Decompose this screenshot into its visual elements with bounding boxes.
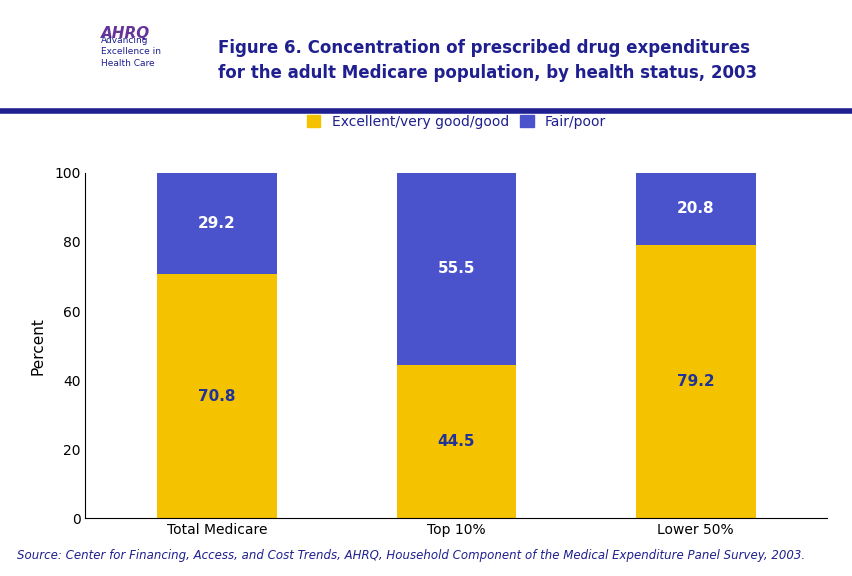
Bar <box>635 173 755 245</box>
Bar <box>157 274 277 518</box>
Text: 44.5: 44.5 <box>437 434 475 449</box>
Text: AHRQ: AHRQ <box>101 26 150 41</box>
Text: 79.2: 79.2 <box>676 374 714 389</box>
Bar <box>396 365 515 518</box>
Bar <box>396 173 515 365</box>
Text: 70.8: 70.8 <box>198 389 235 404</box>
Text: 29.2: 29.2 <box>198 216 235 231</box>
Bar <box>635 245 755 518</box>
Y-axis label: Percent: Percent <box>31 317 46 374</box>
Text: Advancing
Excellence in
Health Care: Advancing Excellence in Health Care <box>101 36 160 68</box>
Text: Source: Center for Financing, Access, and Cost Trends, AHRQ, Household Component: Source: Center for Financing, Access, an… <box>17 548 804 562</box>
Bar <box>157 173 277 274</box>
Legend: Excellent/very good/good, Fair/poor: Excellent/very good/good, Fair/poor <box>302 111 610 133</box>
Text: 🦅: 🦅 <box>46 44 60 69</box>
Text: 20.8: 20.8 <box>676 201 714 216</box>
Text: Figure 6. Concentration of prescribed drug expenditures
for the adult Medicare p: Figure 6. Concentration of prescribed dr… <box>217 39 756 82</box>
Text: 55.5: 55.5 <box>437 261 475 276</box>
